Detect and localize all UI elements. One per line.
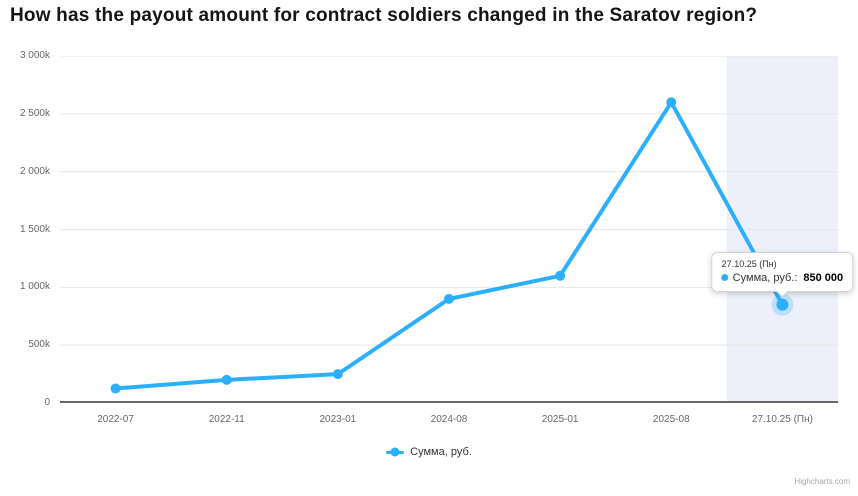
x-axis-label: 2022-07 [97, 414, 134, 425]
y-axis-label: 3 000k [19, 50, 50, 61]
tooltip: 27.10.25 (Пн) Сумма, руб.: 850 000 [711, 251, 854, 292]
tooltip-series-label: Сумма, руб.: [732, 271, 798, 284]
data-point[interactable] [110, 383, 121, 394]
y-axis-label: 500k [28, 339, 50, 351]
x-axis-label: 27.10.25 (Пн) [751, 414, 813, 425]
chart-title: How has the payout amount for contract s… [10, 5, 758, 26]
y-axis-label: 0 [44, 397, 50, 408]
x-axis-label: 2024-08 [430, 414, 468, 425]
x-axis-label: 2022-11 [208, 414, 245, 425]
y-axis: 0 500k 1 000k 1 500k 2 000k 2 500k 3 000k [0, 0, 54, 420]
highcharts-credits-link[interactable]: Highcharts.com [794, 477, 850, 486]
legend-item-series[interactable]: Сумма, руб. [0, 446, 858, 458]
data-point[interactable] [221, 374, 232, 385]
x-axis-label: 2023-01 [319, 414, 357, 425]
tooltip-value: 850 000 [803, 271, 844, 284]
y-axis-label: 2 500k [19, 107, 50, 119]
y-axis-label: 2 000k [19, 165, 50, 177]
data-point[interactable] [555, 270, 566, 281]
legend-dot-icon [390, 447, 400, 457]
legend-label: Сумма, руб. [410, 446, 472, 458]
y-axis-label: 1 000k [19, 281, 50, 293]
legend-line-marker-icon [386, 447, 405, 457]
data-point[interactable] [666, 97, 677, 108]
y-axis-label: 1 500k [19, 223, 50, 235]
data-point[interactable] [444, 293, 454, 304]
x-axis-label: 2025-08 [652, 414, 690, 425]
x-axis-label: 2025-01 [541, 414, 579, 425]
plot-area [60, 56, 838, 403]
data-point[interactable] [332, 369, 343, 380]
tooltip-date: 27.10.25 (Пн) [721, 258, 777, 269]
series-color-dot-icon [721, 274, 729, 282]
